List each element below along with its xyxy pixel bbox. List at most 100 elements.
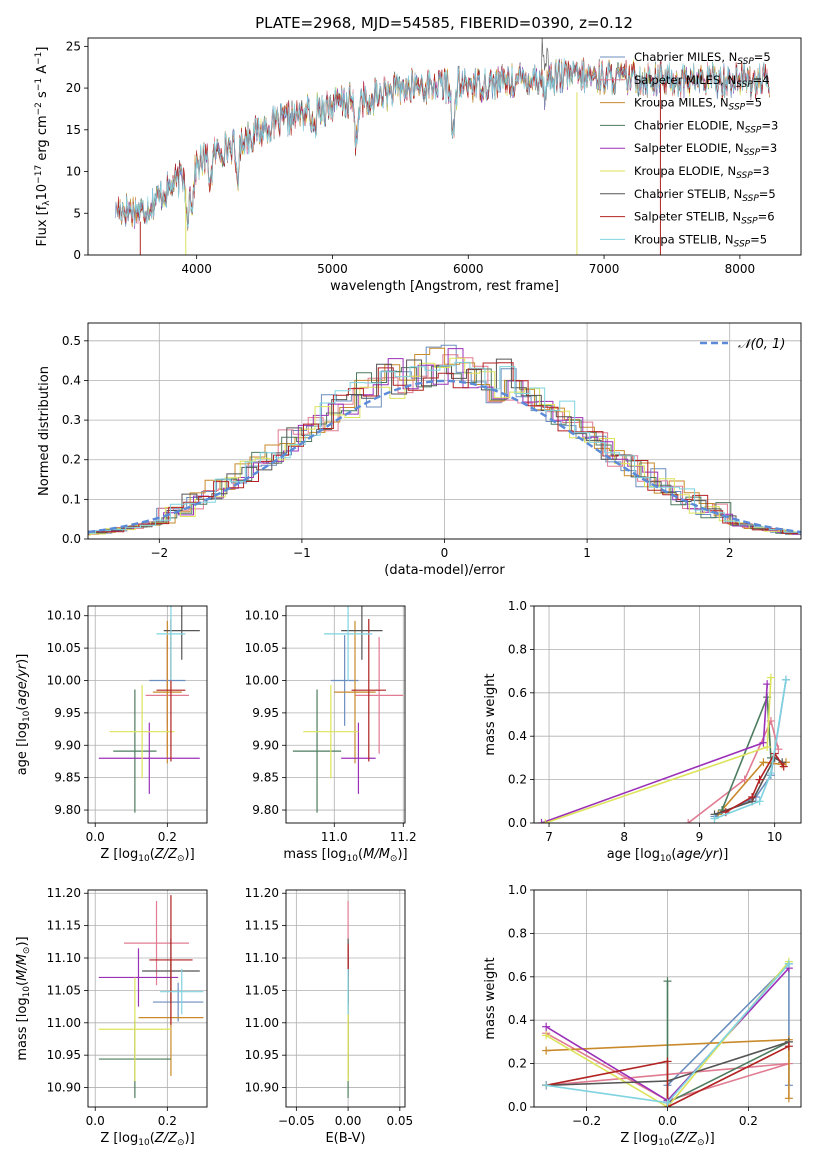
histogram-step-chabrier-elodie (88, 365, 801, 534)
axes-frame (533, 605, 802, 824)
label-part: mass [log (283, 847, 346, 862)
panel-age-vs-Z: 0.0 0.2 9.80 9.85 9.90 9.95 10.00 10.05 10.10 Z [… (15, 605, 208, 864)
x-axis-label: Z [log10(Z/Z⊙)] (100, 1131, 194, 1148)
y-tick-label: 0.0 (508, 1100, 527, 1114)
x-tick-label: −0.2 (572, 1114, 601, 1128)
label-part: mass [log (15, 997, 30, 1060)
errorbar-point (323, 606, 373, 681)
label-part: 10 (138, 1138, 150, 1148)
x-tick-label: 0 (441, 546, 449, 560)
y-tick-label: 10.10 (245, 609, 279, 623)
label-part: =5 (750, 232, 767, 246)
panel-age-vs-mass: 11.0 11.2 9.80 9.85 9.90 9.95 10.00 10.05 10.10 m… (245, 605, 417, 864)
y-tick-label: 0.3 (62, 413, 81, 427)
y-tick-label: 0.6 (508, 970, 527, 984)
label-part: Z/Z (674, 1131, 698, 1146)
errorbar-point (292, 689, 342, 813)
label-part: SSP (742, 194, 759, 204)
label-part: Chabrier STELIB, N (634, 187, 742, 201)
y-tick-label: 11.15 (245, 919, 279, 933)
x-tick-label: 8000 (725, 262, 756, 276)
panels-layer: 4000 5000 6000 7000 80000510152025wavelength… (15, 37, 802, 1148)
x-tick-label: 0.0 (86, 1114, 105, 1128)
label-part: )] (397, 847, 407, 862)
label-part: M/M (363, 847, 390, 862)
axes-frame (285, 605, 406, 824)
y-tick-label: 0.2 (62, 453, 81, 467)
label-part: Z [log (620, 1131, 658, 1146)
errorbar-point (149, 895, 193, 1025)
y-tick-label: 15 (66, 123, 81, 137)
y-tick-label: 0.0 (508, 816, 527, 830)
y-tick-label: 10.95 (47, 1048, 81, 1062)
errorbar-point (113, 689, 157, 813)
label-part: −2 (34, 102, 44, 115)
plot-area-age-vs-Z (98, 606, 200, 813)
mass-weight-series-kroupa-stelib (714, 679, 787, 820)
label-part: −1 (34, 52, 44, 65)
x-tick-label: 2 (726, 546, 734, 560)
label-part: age/yr (676, 847, 719, 862)
x-tick-label: 6000 (453, 262, 484, 276)
label-part: Salpeter STELIB, N (634, 210, 741, 224)
y-tick-label: 11.05 (47, 983, 81, 997)
y-tick-label: 1.0 (508, 599, 527, 613)
plot-area-age-vs-mass (292, 606, 404, 813)
label-part: 10 (22, 986, 32, 998)
label-part: Z/Z (154, 1131, 178, 1146)
label-part: ] (35, 47, 50, 52)
x-tick-label: 0.2 (158, 1114, 177, 1128)
errorbar-point (334, 620, 376, 764)
x-axis-label: (data-model)/error (384, 563, 505, 578)
legend-label: Kroupa MILES, NSSP=5 (634, 96, 762, 113)
label-part: −1 (34, 78, 44, 91)
label-part: Salpeter ELODIE, N (634, 141, 744, 155)
histogram-step-kroupa-elodie (88, 357, 801, 536)
label-part: ⊙ (177, 854, 185, 864)
y-axis-label: mass weight (483, 673, 498, 755)
label-part: =6 (758, 210, 775, 224)
y-axis-label: mass weight (483, 957, 498, 1039)
axes-frame (87, 605, 208, 824)
label-part: Salpeter MILES, N (634, 73, 736, 87)
y-tick-label: 11.10 (245, 951, 279, 965)
x-tick-label: 0.00 (335, 1114, 362, 1128)
x-tick-label: −2 (150, 546, 168, 560)
label-part: )] (185, 1131, 195, 1146)
label-part: −17 (34, 165, 44, 184)
y-tick-label: 5 (73, 206, 81, 220)
y-tick-label: 11.20 (245, 886, 279, 900)
label-part: SSP (736, 171, 753, 181)
plot-area-residuals (88, 344, 801, 536)
errorbar-point (330, 635, 359, 726)
label-part: Kroupa ELODIE, N (634, 164, 736, 178)
mass-weight-series-salpeter-stelib (545, 1045, 790, 1107)
y-tick-label: 10 (66, 165, 81, 179)
label-part: Z [log (100, 847, 138, 862)
y-tick-label: 11.10 (47, 951, 81, 965)
errorbar-point (156, 606, 186, 681)
label-part: SSP (736, 80, 753, 90)
legend-label: Salpeter STELIB, NSSP=6 (634, 210, 775, 227)
y-tick-label: 10.10 (47, 609, 81, 623)
label-part: SSP (737, 57, 754, 67)
y-tick-label: 11.00 (47, 1016, 81, 1030)
label-part: age [log (15, 722, 30, 775)
errorbar-point (98, 948, 179, 1007)
label-part: λ (42, 200, 52, 206)
label-part: SSP (745, 125, 762, 135)
errorbar-point (303, 685, 359, 779)
errorbar-point (351, 618, 387, 762)
label-part: ( (15, 706, 30, 711)
legend-label: Chabrier MILES, NSSP=5 (634, 50, 771, 67)
label-part: Z/Z (154, 847, 178, 862)
label-part: 10 (347, 854, 359, 864)
label-part: ( (671, 847, 676, 862)
y-axis-label: age [log10(age/yr)] (15, 654, 32, 776)
mass-weight-series-salpeter-elodie (541, 684, 768, 823)
panel-spectrum: 4000 5000 6000 7000 8000 0 5 10 15 20 25 wavelength… (34, 37, 802, 294)
y-tick-label: 10.00 (245, 673, 279, 687)
errorbar-point (354, 637, 404, 754)
